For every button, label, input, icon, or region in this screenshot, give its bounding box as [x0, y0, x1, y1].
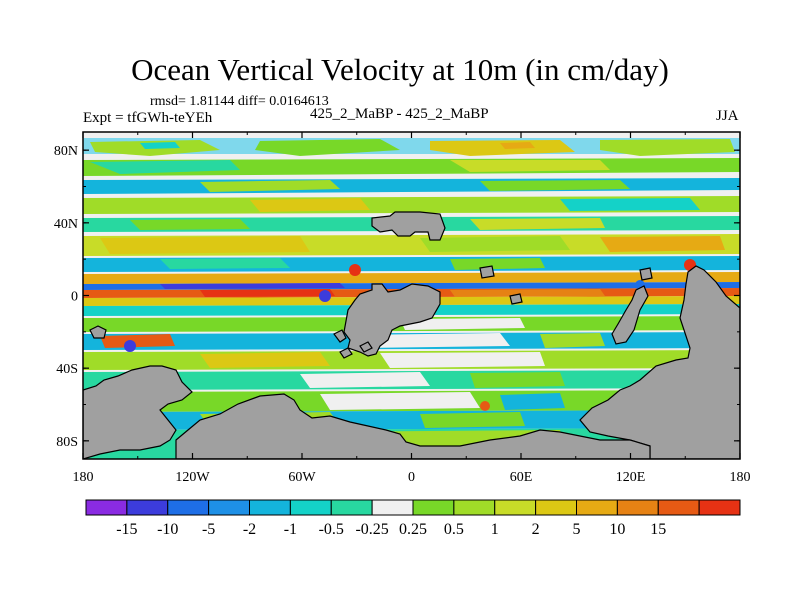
colorbar-label: 10 [609, 521, 625, 538]
colorbar-label: 15 [650, 521, 666, 538]
lat-tick-label: 0 [71, 290, 78, 305]
lon-tick-label: 180 [73, 470, 94, 485]
colorbar-label: 1 [491, 521, 499, 538]
colorbar-swatch [371, 499, 414, 516]
lat-tick-label: 40S [56, 362, 78, 377]
map-title: Ocean Vertical Velocity at 10m (in cm/da… [131, 52, 669, 87]
colorbar-swatch [330, 499, 373, 516]
colorbar-label: -10 [157, 521, 178, 538]
season-label: JJA [716, 108, 739, 124]
north-mid-bands [83, 158, 740, 232]
lon-tick-label: 60W [288, 470, 316, 485]
rmsd-diff-stats: rmsd= 1.81144 diff= 0.0164613 [150, 94, 329, 109]
africa-landmass [343, 283, 441, 357]
lon-tick-label: 0 [408, 470, 415, 485]
colorbar-swatch [85, 499, 128, 516]
lon-tick-label: 120W [175, 470, 210, 485]
colorbar-label: -15 [116, 521, 137, 538]
lon-tick-label: 120E [616, 470, 646, 485]
south-america-landmass [83, 365, 193, 459]
comparison-label: 425_2_MaBP - 425_2_MaBP [310, 106, 489, 122]
colorbar-label: -2 [243, 521, 256, 538]
colorbar-label: 2 [532, 521, 540, 538]
colorbar-swatch [126, 499, 169, 516]
colorbar-swatch [494, 499, 537, 516]
colorbar-swatch [616, 499, 659, 516]
colorbar-label: -0.5 [319, 521, 344, 538]
colorbar-swatch [412, 499, 455, 516]
colorbar-swatch [167, 499, 210, 516]
pacific-islands [479, 265, 653, 305]
colorbar-label: -0.25 [355, 521, 388, 538]
colorbar-swatch [576, 499, 618, 516]
colorbar-swatch [453, 499, 496, 516]
asia-coast-east [579, 265, 740, 459]
lat-tick-label: 80S [56, 435, 78, 450]
experiment-label: Expt = tfGWh-teYEh [83, 110, 213, 126]
colorbar-swatch [535, 499, 577, 516]
subtropical-north [83, 234, 740, 272]
lon-tick-label: 60E [510, 470, 533, 485]
lat-tick-label: 40N [54, 217, 78, 232]
colorbar-label: 0.5 [444, 521, 464, 538]
colorbar: -15 -10 -5 -2 -1 -0.5 -0.25 0.25 0.5 1 2 5 10 15 [85, 499, 741, 538]
latitude-axis: 80N 40N 0 40S 80S [54, 144, 740, 450]
caribbean-islands [333, 329, 373, 359]
colorbar-swatch [289, 499, 332, 516]
colorbar-label: -5 [202, 521, 215, 538]
lon-tick-label: 180 [730, 470, 751, 485]
colorbar-label: -1 [284, 521, 297, 538]
colorbar-swatch [249, 499, 291, 516]
arctic-band [83, 138, 740, 156]
land-masses [83, 211, 740, 459]
colorbar-swatch [208, 499, 250, 516]
longitude-axis: 180 120W 60W 0 60E 120E 180 [73, 132, 751, 485]
lat-tick-label: 80N [54, 144, 78, 159]
colorbar-swatch [657, 499, 700, 516]
colorbar-label: 0.25 [399, 521, 427, 538]
colorbar-label: 5 [573, 521, 581, 538]
antarctic-peninsula [175, 393, 651, 459]
north-america-coast [371, 211, 446, 241]
australia-small-island [89, 325, 107, 339]
indonesia-islands [611, 285, 649, 345]
colorbar-swatch [698, 499, 741, 516]
